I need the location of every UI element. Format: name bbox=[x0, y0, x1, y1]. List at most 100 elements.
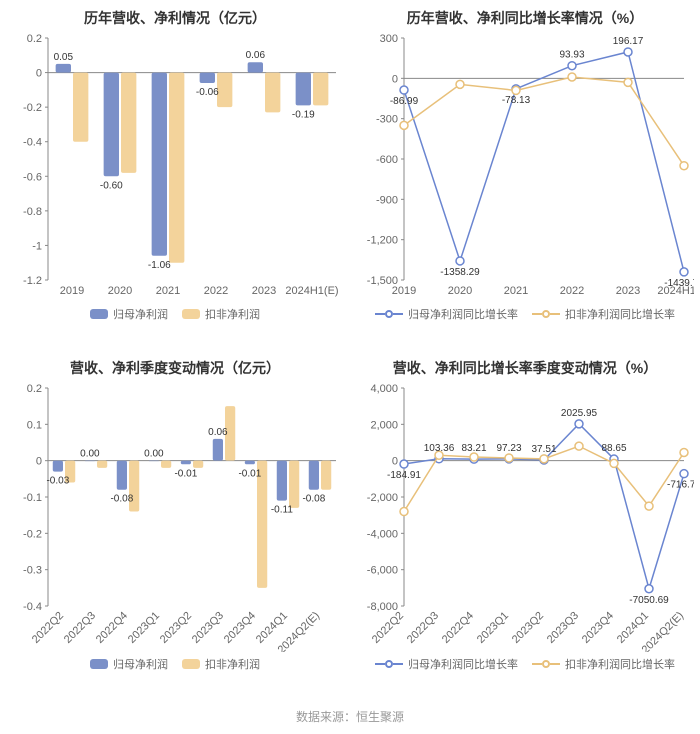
svg-text:97.23: 97.23 bbox=[496, 443, 521, 454]
svg-text:2019: 2019 bbox=[60, 285, 84, 297]
legend-label: 归母净利润同比增长率 bbox=[408, 306, 518, 322]
panel-top-left: 历年营收、净利情况（亿元） -1.2-1-0.8-0.6-0.4-0.200.2… bbox=[0, 0, 350, 350]
svg-text:-2,000: -2,000 bbox=[367, 492, 398, 504]
svg-text:0: 0 bbox=[36, 68, 42, 80]
svg-text:2022: 2022 bbox=[560, 285, 584, 297]
bar-chart-quarterly: -0.4-0.3-0.2-0.100.10.22022Q2-0.032022Q3… bbox=[6, 380, 344, 652]
svg-text:2023: 2023 bbox=[252, 285, 276, 297]
svg-text:-0.08: -0.08 bbox=[302, 494, 325, 505]
legend: 归母净利润 扣非净利润 bbox=[6, 656, 344, 672]
legend-label: 扣非净利润同比增长率 bbox=[565, 306, 675, 322]
svg-text:2023Q1: 2023Q1 bbox=[475, 610, 511, 646]
data-source-footer: 数据来源：恒生聚源 bbox=[0, 700, 700, 733]
svg-text:-600: -600 bbox=[376, 154, 398, 166]
svg-text:2022Q2: 2022Q2 bbox=[30, 610, 66, 646]
svg-text:-0.4: -0.4 bbox=[23, 601, 42, 613]
bar-chart-annual: -1.2-1-0.8-0.6-0.4-0.200.220190.052020-0… bbox=[6, 30, 344, 302]
legend-item: 扣非净利润同比增长率 bbox=[532, 656, 675, 672]
svg-text:2023: 2023 bbox=[616, 285, 640, 297]
svg-text:2023Q3: 2023Q3 bbox=[545, 610, 581, 646]
svg-text:0.00: 0.00 bbox=[80, 449, 100, 460]
legend-swatch bbox=[375, 660, 403, 668]
legend-item: 归母净利润同比增长率 bbox=[375, 306, 518, 322]
svg-text:-8,000: -8,000 bbox=[367, 601, 398, 613]
panel-bottom-right: 营收、净利同比增长率季度变动情况（%） -8,000 -6,000 -4,000 -2… bbox=[350, 350, 700, 700]
svg-text:2022Q3: 2022Q3 bbox=[62, 610, 98, 646]
svg-text:-0.03: -0.03 bbox=[46, 476, 69, 487]
panel-top-right: 历年营收、净利同比增长率情况（%） -1,500-1,200-900-600-3… bbox=[350, 0, 700, 350]
svg-text:83.21: 83.21 bbox=[461, 443, 486, 454]
legend-label: 归母净利润 bbox=[113, 306, 168, 322]
svg-text:-0.6: -0.6 bbox=[23, 171, 42, 183]
svg-text:2023Q4: 2023Q4 bbox=[580, 610, 616, 646]
svg-text:-1358.29: -1358.29 bbox=[440, 267, 480, 278]
svg-text:-1,200: -1,200 bbox=[367, 235, 398, 247]
svg-text:2022Q4: 2022Q4 bbox=[440, 610, 476, 646]
chart-title: 历年营收、净利情况（亿元） bbox=[6, 8, 344, 28]
svg-text:-0.08: -0.08 bbox=[110, 494, 133, 505]
svg-text:-1.2: -1.2 bbox=[23, 275, 42, 287]
legend-label: 扣非净利润同比增长率 bbox=[565, 656, 675, 672]
svg-text:-0.01: -0.01 bbox=[238, 468, 261, 479]
svg-text:-1.06: -1.06 bbox=[148, 260, 171, 271]
legend-item: 扣非净利润同比增长率 bbox=[532, 306, 675, 322]
legend-label: 归母净利润同比增长率 bbox=[408, 656, 518, 672]
svg-text:-0.8: -0.8 bbox=[23, 206, 42, 218]
svg-text:0.06: 0.06 bbox=[208, 427, 228, 438]
chart-title: 营收、净利同比增长率季度变动情况（%） bbox=[356, 358, 694, 378]
svg-text:2021: 2021 bbox=[504, 285, 528, 297]
svg-text:-1439.70: -1439.70 bbox=[664, 278, 694, 289]
svg-text:2,000: 2,000 bbox=[370, 419, 398, 431]
svg-text:2023Q2: 2023Q2 bbox=[158, 610, 194, 646]
svg-text:2025.95: 2025.95 bbox=[561, 408, 598, 419]
legend-label: 扣非净利润 bbox=[205, 306, 260, 322]
svg-text:-86.99: -86.99 bbox=[390, 96, 419, 107]
legend-label: 扣非净利润 bbox=[205, 656, 260, 672]
svg-text:196.17: 196.17 bbox=[613, 36, 644, 47]
svg-text:2023Q3: 2023Q3 bbox=[190, 610, 226, 646]
legend-swatch bbox=[182, 309, 200, 319]
svg-text:2024H1(E): 2024H1(E) bbox=[285, 285, 338, 297]
svg-text:2020: 2020 bbox=[108, 285, 132, 297]
svg-text:-0.2: -0.2 bbox=[23, 528, 42, 540]
legend: 归母净利润 扣非净利润 bbox=[6, 306, 344, 322]
svg-text:-300: -300 bbox=[376, 114, 398, 126]
svg-text:0.2: 0.2 bbox=[27, 33, 42, 45]
svg-text:0: 0 bbox=[392, 456, 398, 468]
svg-text:-716.73: -716.73 bbox=[667, 480, 694, 491]
svg-text:2020: 2020 bbox=[448, 285, 472, 297]
svg-text:-4,000: -4,000 bbox=[367, 528, 398, 540]
svg-text:88.65: 88.65 bbox=[601, 443, 626, 454]
svg-text:-184.91: -184.91 bbox=[387, 470, 421, 481]
svg-text:2023Q1: 2023Q1 bbox=[126, 610, 162, 646]
svg-text:0.05: 0.05 bbox=[54, 52, 74, 63]
svg-text:2019: 2019 bbox=[392, 285, 416, 297]
svg-text:2023Q2: 2023Q2 bbox=[510, 610, 546, 646]
legend-item: 扣非净利润 bbox=[182, 656, 260, 672]
legend-label: 归母净利润 bbox=[113, 656, 168, 672]
legend-swatch bbox=[90, 309, 108, 319]
svg-text:-78.13: -78.13 bbox=[502, 95, 531, 106]
svg-text:103.36: 103.36 bbox=[424, 443, 455, 454]
line-chart-annual-growth: -1,500-1,200-900-600-3000300201920202021… bbox=[356, 30, 694, 302]
svg-text:0: 0 bbox=[392, 73, 398, 85]
svg-text:0: 0 bbox=[36, 456, 42, 468]
legend-swatch bbox=[532, 310, 560, 318]
chart-title: 历年营收、净利同比增长率情况（%） bbox=[356, 8, 694, 28]
svg-text:-0.11: -0.11 bbox=[271, 505, 293, 516]
svg-text:-6,000: -6,000 bbox=[367, 565, 398, 577]
svg-text:2022Q2: 2022Q2 bbox=[370, 610, 406, 646]
chart-grid: 历年营收、净利情况（亿元） -1.2-1-0.8-0.6-0.4-0.200.2… bbox=[0, 0, 700, 700]
legend-item: 归母净利润 bbox=[90, 306, 168, 322]
legend-item: 归母净利润 bbox=[90, 656, 168, 672]
svg-text:0.06: 0.06 bbox=[246, 50, 266, 61]
svg-text:2023Q4: 2023Q4 bbox=[222, 610, 258, 646]
svg-text:4,000: 4,000 bbox=[370, 383, 398, 395]
svg-text:-0.60: -0.60 bbox=[100, 180, 123, 191]
svg-text:-0.1: -0.1 bbox=[23, 492, 42, 504]
svg-text:37.51: 37.51 bbox=[531, 444, 556, 455]
line-chart-quarterly-growth: -8,000 -6,000 -4,000 -2,000 0 2,000 4,000 2022Q… bbox=[356, 380, 694, 652]
svg-text:-7050.69: -7050.69 bbox=[629, 595, 669, 606]
svg-text:-0.2: -0.2 bbox=[23, 102, 42, 114]
legend-swatch bbox=[532, 660, 560, 668]
